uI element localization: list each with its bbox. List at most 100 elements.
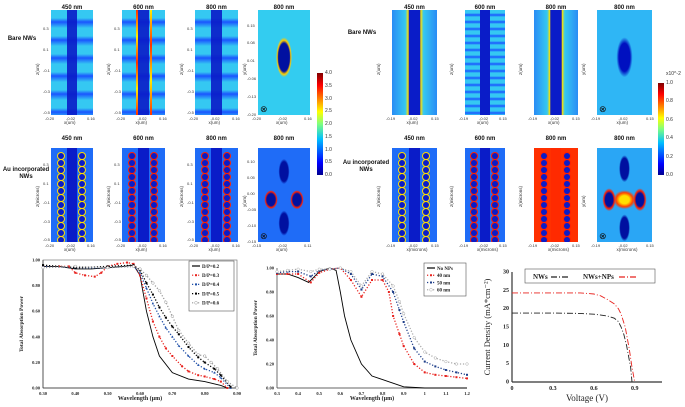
- au-nanoparticle: [422, 209, 429, 215]
- legend-marker: [195, 283, 197, 286]
- au-nanoparticle: [57, 209, 64, 215]
- data-point: [371, 273, 373, 275]
- nanowire-core: [409, 10, 420, 115]
- au-nanoparticle: [471, 237, 478, 242]
- au-nanoparticle: [563, 237, 570, 242]
- x-tick-label: 0.3: [549, 386, 557, 392]
- au-nanoparticle: [399, 209, 406, 215]
- series-d-p-0-2: [43, 264, 228, 389]
- z-tick-label: -0.1: [43, 67, 50, 73]
- data-point: [297, 270, 300, 273]
- x-tick-label: -0.02: [618, 243, 628, 248]
- data-point: [157, 289, 161, 293]
- au-nanoparticle: [422, 153, 429, 159]
- z-tick-label: 0.3: [43, 162, 49, 168]
- au-nanoparticle: [471, 195, 478, 201]
- au-nanoparticle: [491, 209, 498, 215]
- au-nanoparticle: [224, 174, 231, 180]
- data-point: [391, 284, 395, 288]
- data-point: [216, 367, 220, 371]
- series-line: [512, 312, 633, 383]
- au-nanoparticle: [128, 174, 135, 180]
- data-point: [151, 293, 154, 296]
- data-point: [106, 266, 110, 270]
- x-tick-label: 0.60: [136, 391, 145, 396]
- au-nanoparticle: [399, 237, 406, 242]
- data-point: [171, 355, 174, 357]
- data-point: [177, 328, 181, 332]
- data-point: [225, 380, 229, 384]
- x-tick-label: 0.15: [646, 116, 654, 121]
- series-nws-nps: [512, 292, 636, 383]
- z-tick-label: 0.1: [187, 46, 193, 52]
- au-nanoparticle: [471, 160, 478, 166]
- x-tick-label: -0.19: [528, 116, 538, 121]
- au-nanoparticle: [422, 223, 429, 229]
- colorbar-tick: 1.0: [666, 80, 673, 86]
- colorbar-tick: 2.0: [325, 121, 332, 127]
- au-nanoparticle: [151, 230, 158, 236]
- x-tick-label: -0.02: [550, 243, 560, 248]
- series-line: [42, 264, 232, 388]
- au-nanoparticle: [224, 153, 231, 159]
- data-point: [203, 375, 206, 378]
- au-nanoparticle: [491, 188, 498, 194]
- au-nanoparticle: [79, 202, 86, 208]
- z-tick-label: -0.5: [43, 237, 50, 243]
- au-nanoparticle: [57, 195, 64, 201]
- z-tick-label: -0.5: [114, 237, 121, 243]
- data-point: [197, 374, 200, 377]
- x-tick-label: 0.9: [401, 391, 407, 396]
- y-tick-label: 1.00: [32, 258, 41, 263]
- x-tick-label: -0.02: [618, 116, 628, 121]
- x-tick-label: 0.6: [590, 386, 598, 392]
- panel-title: 450 nm: [61, 5, 83, 11]
- field-map-panel: ⊗: [258, 148, 310, 242]
- au-nanoparticle: [224, 160, 231, 166]
- au-nanoparticle: [201, 230, 208, 236]
- data-point: [286, 268, 290, 272]
- x-tick-label: -0.02: [210, 116, 220, 121]
- x-tick-label: 1: [424, 391, 427, 396]
- field-map-panel: [392, 148, 437, 242]
- z-tick-label: -0.3: [187, 218, 194, 224]
- data-point: [131, 264, 136, 268]
- au-nanoparticle: [422, 174, 429, 180]
- au-nanoparticle: [151, 174, 158, 180]
- data-point: [158, 306, 161, 309]
- x-axis-label: x(um): [135, 120, 148, 125]
- data-point: [209, 360, 213, 364]
- z-tick-label: 0.1: [114, 180, 120, 186]
- au-nanoparticle: [151, 153, 158, 159]
- au-nanoparticle: [79, 195, 86, 201]
- nanowire-core: [138, 148, 149, 242]
- x-tick-label: -0.02: [550, 116, 560, 121]
- au-nanoparticle: [57, 188, 64, 194]
- series-60-nm: [275, 266, 469, 366]
- y-tick-label: 0.01: [247, 58, 255, 64]
- x-tick-label: 0.16: [232, 116, 240, 121]
- nanowire-core: [66, 148, 78, 242]
- au-nanoparticle: [541, 195, 548, 201]
- au-nanoparticle: [563, 174, 570, 180]
- series-line: [512, 292, 636, 383]
- data-point: [359, 284, 363, 288]
- x-axis-label: Voltage (V): [566, 393, 608, 403]
- au-nanoparticle: [491, 174, 498, 180]
- au-nanoparticle: [422, 216, 429, 222]
- au-nanoparticle: [79, 160, 86, 166]
- data-point: [338, 266, 342, 270]
- au-nanoparticle: [471, 188, 478, 194]
- z-tick-label: -0.3: [114, 218, 121, 224]
- data-point: [466, 377, 468, 380]
- x-tick-label: -0.15: [252, 243, 262, 248]
- field-map-panel: ⊗: [597, 148, 652, 242]
- data-point: [158, 335, 161, 338]
- data-point: [74, 271, 77, 274]
- colorbar-tick: 4.0: [325, 70, 332, 76]
- data-point: [186, 341, 191, 345]
- colorbar-tick: 0.0: [325, 172, 332, 178]
- data-point: [164, 347, 167, 350]
- au-nanoparticle: [57, 167, 64, 173]
